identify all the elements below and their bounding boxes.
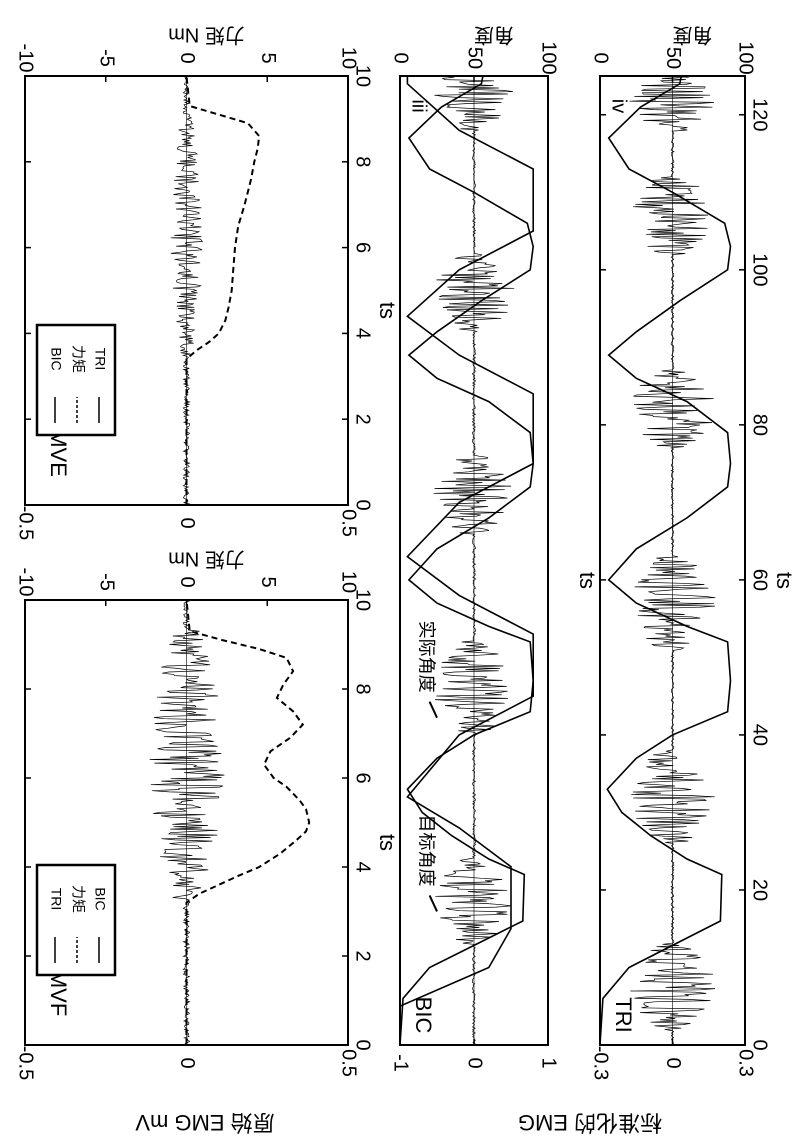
x-tick-label: 6	[352, 242, 374, 253]
y-right-tick-label: -5	[95, 49, 117, 67]
legend-entry: 力矩	[70, 885, 86, 913]
panel-iii-bic: ts 1 0 -1 100 50 0 角度 iii BIC 目标角度 实际角度	[390, 24, 600, 1072]
y-right-axis-label: 角度	[673, 24, 713, 47]
x-tick-label: 4	[352, 861, 374, 872]
y-right-tick-label: 0	[176, 52, 198, 63]
y-left-tick-label: -0.5	[15, 506, 37, 540]
x-tick-label: 0	[749, 1039, 771, 1050]
muscle-label: BIC	[411, 997, 436, 1034]
actual-angle-line	[399, 75, 535, 1046]
x-axis-label: ts	[575, 572, 600, 589]
emg-trace	[170, 75, 203, 506]
x-tick-label: 10	[352, 589, 374, 611]
x-tick-label: 40	[749, 724, 771, 746]
x-tick-label: 2	[352, 950, 374, 961]
y-left-tick-label: 0	[176, 517, 198, 528]
torque-line	[185, 599, 311, 1045]
legend-entry: TRI	[48, 888, 64, 911]
y-right-tick-label: 5	[257, 52, 279, 63]
annotation-arrow	[428, 701, 438, 719]
x-tick-label: 100	[749, 253, 771, 286]
x-tick-label: 120	[749, 98, 771, 131]
y-right-tick-label: 50	[662, 47, 684, 69]
emg-trace	[629, 75, 716, 1046]
legend-box	[35, 863, 117, 977]
y-left-tick-label: -0.5	[15, 1046, 37, 1080]
x-tick-label: 0	[352, 499, 374, 510]
x-axis-label: ts	[375, 302, 400, 319]
legend-entry: BIC	[48, 347, 64, 370]
x-tick-label: 2	[352, 414, 374, 425]
panel-label: iv	[608, 99, 630, 113]
legend-entry: BIC	[92, 887, 108, 910]
x-tick-label: 8	[352, 156, 374, 167]
x-axis-label: ts	[375, 834, 400, 851]
target-angle-line	[399, 76, 534, 1045]
y-right-tick-label: 100	[735, 41, 757, 74]
y-right-axis-label: 角度	[474, 24, 514, 47]
y-left-tick-label: 0.5	[338, 509, 360, 537]
x-tick-label: 4	[352, 328, 374, 339]
annotation-label: 实际角度	[416, 621, 436, 693]
x-tick-label: 80	[749, 414, 771, 436]
y-right-tick-label: -10	[15, 568, 37, 597]
y-right-tick-label: -10	[15, 44, 37, 73]
x-tick-label: 8	[352, 683, 374, 694]
y-right-tick-label: 5	[257, 576, 279, 587]
actual-angle-line	[599, 75, 732, 1046]
outer-ylabel-top-group: 原始 EMG mV	[135, 1110, 275, 1135]
y-right-tick-label: 50	[464, 47, 486, 69]
y-right-tick-label: 10	[338, 47, 360, 69]
legend-box	[35, 323, 117, 437]
x-tick-label: 60	[749, 569, 771, 591]
x-tick-label: 10	[352, 65, 374, 87]
y-left-tick-label: -0.3	[590, 1046, 612, 1080]
legend-entry: TRI	[92, 348, 108, 371]
y-right-tick-label: 100	[538, 41, 560, 74]
y-left-tick-label: 0	[464, 1057, 486, 1068]
y-left-tick-label: 0	[176, 1057, 198, 1068]
y-right-tick-label: 0	[176, 576, 198, 587]
y-left-tick-label: 1	[538, 1057, 560, 1068]
y-right-tick-label: -5	[95, 573, 117, 591]
annotation-label: 目标角度	[416, 814, 436, 886]
outer-ylabel-bottom-group: 标准化的 EMG	[518, 1110, 662, 1135]
x-tick-label: 0	[352, 1039, 374, 1050]
y-right-tick-label: 0	[390, 52, 412, 63]
torque-line	[185, 75, 261, 505]
y-right-tick-label: 0	[590, 52, 612, 63]
y-left-tick-label: 0.3	[735, 1049, 757, 1077]
outer-ylabel-top: 原始 EMG mV	[135, 1110, 275, 1135]
legend-entry: 力矩	[70, 345, 86, 373]
muscle-label: TRI	[611, 997, 636, 1032]
y-right-axis-label: 力矩 Nm	[168, 24, 245, 47]
y-left-tick-label: 0	[662, 1057, 684, 1068]
panel-label: iii	[408, 99, 430, 112]
x-tick-label: 20	[749, 879, 771, 901]
x-tick-label: 6	[352, 772, 374, 783]
y-right-axis-label: 力矩 Nm	[168, 548, 245, 571]
x-axis-label: ts	[772, 572, 797, 589]
outer-ylabel-bottom: 标准化的 EMG	[518, 1110, 662, 1135]
annotation-arrow	[428, 895, 438, 912]
y-left-tick-label: 0.5	[338, 1049, 360, 1077]
y-right-tick-label: 10	[338, 571, 360, 593]
y-left-tick-label: -1	[390, 1054, 412, 1072]
